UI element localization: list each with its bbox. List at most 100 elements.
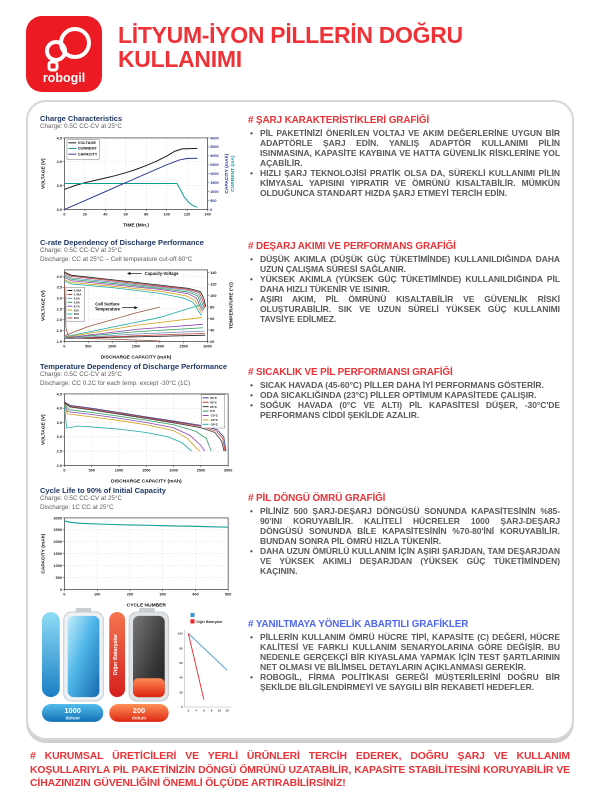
svg-text:25A: 25A xyxy=(74,316,79,320)
chart-subtitle: Charge: 0.5C CC-CV at 25°C xyxy=(40,495,122,503)
svg-text:60°C: 60°C xyxy=(210,396,218,400)
bullet-list: PİL PAKETİNİZİ ÖNERİLEN VOLTAJ VE AKIM D… xyxy=(248,128,560,198)
chart-subtitle: Charge: 0.5C CC-CV at 25°C xyxy=(40,371,122,379)
svg-text:25°C: 25°C xyxy=(210,405,218,409)
svg-text:3.5: 3.5 xyxy=(57,285,63,289)
svg-text:4.5: 4.5 xyxy=(57,392,63,396)
svg-text:80: 80 xyxy=(210,305,214,309)
svg-text:8: 8 xyxy=(211,709,213,713)
bullet: ODA SICAKLIĞINDA (23°C) PİLLER OPTİMUM K… xyxy=(250,390,560,400)
svg-text:100: 100 xyxy=(178,632,183,636)
svg-text:3.0: 3.0 xyxy=(57,435,62,439)
svg-text:1.0: 1.0 xyxy=(57,340,62,344)
badge-1000-dolum xyxy=(41,704,104,722)
chart-subtitle: Charge: 0.5C CC-CV at 25°C xyxy=(40,123,122,131)
battery-comparison-graphic: 1000 dolum Diğer Bataryalar 200 dolum 0 20 40 60… xyxy=(34,606,236,726)
svg-text:-20°C: -20°C xyxy=(210,418,219,422)
svg-text:80: 80 xyxy=(144,212,148,216)
svg-text:2.9A: 2.9A xyxy=(74,296,80,300)
bullet: YÜKSEK AKIMLA (YÜKSEK GÜÇ TÜKETİMİNDE) K… xyxy=(250,274,560,294)
svg-text:1500: 1500 xyxy=(132,344,140,348)
svg-text:80: 80 xyxy=(179,646,183,650)
series-T 15A xyxy=(64,316,202,338)
svg-text:2000: 2000 xyxy=(210,172,218,176)
bullet: SOĞUK HAVADA (0°C VE ALTI) PİL KAPASİTES… xyxy=(250,400,560,420)
svg-text:dolum: dolum xyxy=(66,715,80,721)
svg-text:3000: 3000 xyxy=(53,516,61,520)
robogil-logo-mark-icon: robogil xyxy=(43,27,91,85)
series-45°C xyxy=(64,401,226,451)
section-heading: # PİL DÖNGÜ ÖMRÜ GRAFİĞİ xyxy=(248,493,386,504)
svg-text:60: 60 xyxy=(124,212,128,216)
bullet: PİL PAKETİNİZİ ÖNERİLEN VOLTAJ VE AKIM D… xyxy=(250,128,560,168)
svg-text:TIME (Min.): TIME (Min.) xyxy=(123,222,149,228)
series--20°C xyxy=(64,404,201,452)
svg-text:500: 500 xyxy=(56,576,62,580)
bullet: ROBOGİL, FİRMA POLİTİKASI GEREĞİ MÜŞTERİ… xyxy=(250,672,560,692)
svg-text:2500: 2500 xyxy=(179,344,187,348)
svg-text:TEMPERATURE (°C): TEMPERATURE (°C) xyxy=(229,282,235,329)
svg-text:1.45A: 1.45A xyxy=(74,292,82,296)
svg-text:-30°C: -30°C xyxy=(210,422,219,426)
svg-text:dolum: dolum xyxy=(132,715,146,721)
svg-text:0: 0 xyxy=(63,592,65,596)
svg-text:100: 100 xyxy=(94,592,100,596)
svg-text:2500: 2500 xyxy=(197,468,205,472)
series-V 20A xyxy=(64,280,202,316)
svg-text:140: 140 xyxy=(204,212,210,216)
cycle-life-chart: 0 100 200 300 400 500 0 500 1000 1500 2000 2500 3000… xyxy=(40,516,231,608)
svg-text:40: 40 xyxy=(210,328,214,332)
chart-title: Charge Characteristics xyxy=(40,114,123,123)
series-T 8.7A xyxy=(64,323,203,339)
chart-panel-temperature-discharge: Temperature Dependency of Discharge Perf… xyxy=(34,358,236,484)
chart-panel-charge-characteristics: Charge Characteristics Charge: 0.5C CC-C… xyxy=(34,110,236,234)
series-group xyxy=(64,271,207,342)
svg-text:1000: 1000 xyxy=(210,189,218,193)
series-V 0.58A xyxy=(64,271,207,307)
svg-text:3.0: 3.0 xyxy=(57,207,62,211)
svg-text:2: 2 xyxy=(188,709,190,713)
svg-text:1.5: 1.5 xyxy=(57,329,63,333)
svg-text:3000: 3000 xyxy=(203,344,211,348)
series-group xyxy=(64,401,227,452)
charge-characteristics-chart: 0 20 40 60 80 100 120 140 3.0 3.5 4.0 4.5 0 500 1000 15… xyxy=(40,136,236,228)
chart-panel-crate-discharge: C-rate Dependency of Discharge Performan… xyxy=(34,234,236,360)
svg-text:45°C: 45°C xyxy=(210,400,218,404)
section-discharge-current: # DEŞARJ AKIMI VE PERFORMANS GRAFİĞİ DÜŞ… xyxy=(248,241,560,364)
series-T 2.9A xyxy=(64,330,205,339)
svg-text:500: 500 xyxy=(89,468,95,472)
series-0°C xyxy=(64,403,212,452)
svg-text:Diğer Bataryalar: Diğer Bataryalar xyxy=(113,634,119,675)
svg-text:CURRENT (mA): CURRENT (mA) xyxy=(230,155,236,192)
section-heading: # YANILTMAYA YÖNELİK ABARTILI GRAFİKLER xyxy=(248,619,469,630)
content-card: Charge Characteristics Charge: 0.5C CC-C… xyxy=(26,100,574,740)
svg-text:0: 0 xyxy=(181,705,183,709)
svg-text:2.5: 2.5 xyxy=(57,449,63,453)
svg-text:CAPACITY: CAPACITY xyxy=(78,151,98,156)
svg-text:CAPACITY (mAh): CAPACITY (mAh) xyxy=(40,533,46,573)
svg-text:0: 0 xyxy=(63,344,65,348)
series-V 2.9A xyxy=(64,273,205,309)
svg-text:Cell Surface: Cell Surface xyxy=(95,301,120,306)
svg-text:20: 20 xyxy=(83,212,87,216)
chart-annotation: Capacity-Voltage xyxy=(126,271,179,276)
series-Capacity retention xyxy=(64,520,229,528)
svg-text:4.0: 4.0 xyxy=(57,275,62,279)
series-V 1.45A xyxy=(64,272,206,308)
svg-text:0: 0 xyxy=(60,588,62,592)
svg-text:2000: 2000 xyxy=(156,344,164,348)
svg-text:CURRENT: CURRENT xyxy=(78,145,98,150)
series-group xyxy=(64,520,229,528)
svg-text:120: 120 xyxy=(184,212,190,216)
svg-text:0°C: 0°C xyxy=(210,409,216,413)
svg-text:4.0: 4.0 xyxy=(57,160,62,164)
svg-text:VOLTAGE: VOLTAGE xyxy=(78,140,97,145)
series-VOLTAGE xyxy=(64,147,198,190)
svg-text:500: 500 xyxy=(85,344,91,348)
svg-text:40: 40 xyxy=(103,212,107,216)
bullet: DÜŞÜK AKIMLA (DÜŞÜK GÜÇ TÜKETİMİNDE) KUL… xyxy=(250,254,560,274)
svg-text:0.58A: 0.58A xyxy=(74,288,82,292)
